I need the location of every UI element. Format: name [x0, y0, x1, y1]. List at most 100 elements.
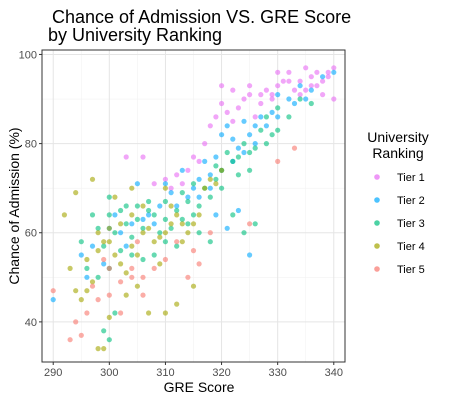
data-point [101, 256, 107, 263]
data-point [129, 221, 135, 227]
legend-label: Tier 5 [397, 264, 425, 276]
data-point [190, 212, 197, 218]
data-point [213, 212, 219, 218]
data-point [140, 216, 146, 222]
legend: Tier 1 Tier 2 Tier 3 Tier 4 Tier 5 [374, 172, 425, 276]
data-point [263, 123, 269, 129]
data-point [207, 239, 213, 245]
data-point [174, 203, 180, 209]
legend-item-tier-5: Tier 5 [374, 264, 425, 276]
data-point [247, 92, 253, 98]
data-point [95, 297, 101, 303]
data-point [190, 283, 197, 289]
data-point [118, 248, 124, 254]
data-point [118, 230, 124, 236]
data-point [185, 230, 191, 236]
data-point [134, 216, 140, 222]
data-point [146, 207, 152, 214]
data-point [297, 92, 303, 98]
data-point [157, 203, 163, 209]
data-point [129, 185, 135, 191]
data-point [286, 78, 292, 84]
legend-key [374, 243, 380, 249]
data-point [106, 212, 112, 218]
data-point [101, 239, 107, 245]
legend-item-tier-1: Tier 1 [374, 172, 425, 184]
data-point [129, 274, 135, 280]
data-point [157, 261, 163, 267]
data-point [89, 176, 96, 182]
legend-label: Tier 3 [397, 218, 425, 230]
data-point [106, 265, 112, 271]
data-point [140, 225, 146, 231]
data-point [106, 292, 112, 298]
data-point [151, 252, 157, 258]
data-point [252, 141, 258, 147]
legend-title-line-1: University [367, 129, 428, 145]
data-point [230, 118, 236, 124]
data-point [162, 216, 168, 222]
data-point [179, 181, 185, 187]
data-point [247, 167, 253, 173]
data-point [224, 149, 230, 156]
data-point [235, 172, 241, 178]
data-point [297, 96, 303, 102]
data-point [241, 230, 247, 236]
data-point [235, 105, 241, 111]
x-tick-label: 320 [212, 367, 230, 379]
data-point [185, 221, 191, 227]
data-point [224, 123, 230, 129]
legend-label: Tier 2 [397, 195, 425, 207]
data-point [162, 239, 168, 245]
data-point [140, 292, 146, 298]
data-point [61, 212, 67, 218]
data-point [247, 221, 253, 227]
data-point [78, 252, 84, 258]
data-point [247, 83, 253, 89]
data-point [134, 203, 140, 209]
data-point [230, 136, 236, 142]
data-point [84, 265, 90, 271]
data-point [162, 185, 168, 191]
data-point [174, 243, 180, 249]
data-point [101, 243, 107, 249]
plot-border [41, 49, 346, 363]
data-point [219, 83, 225, 89]
legend-key [374, 197, 380, 203]
data-point [84, 310, 90, 316]
data-point [140, 274, 146, 280]
data-point [151, 265, 157, 271]
data-point [303, 65, 309, 71]
data-point [157, 230, 163, 236]
data-point [162, 181, 168, 187]
data-point [230, 158, 236, 164]
data-point [202, 141, 208, 147]
data-point [106, 225, 112, 231]
data-point [151, 239, 157, 245]
data-point [179, 190, 185, 196]
data-point [123, 243, 129, 249]
data-point [168, 190, 174, 196]
data-point [235, 207, 241, 214]
data-point [263, 114, 269, 120]
data-point [190, 185, 197, 191]
data-point [95, 248, 101, 254]
data-point [106, 337, 112, 343]
data-point [308, 74, 314, 80]
data-point [235, 154, 241, 160]
data-point [118, 261, 124, 267]
data-point [213, 114, 219, 120]
data-point [219, 167, 225, 173]
data-point [196, 176, 202, 182]
data-point [50, 297, 56, 303]
data-point [190, 181, 197, 187]
data-point [263, 141, 269, 147]
data-point [89, 212, 96, 218]
data-point [320, 74, 326, 80]
data-point [73, 190, 79, 196]
data-point [247, 252, 253, 258]
legend-item-tier-2: Tier 2 [374, 195, 425, 207]
data-point [331, 69, 337, 75]
data-point [303, 87, 309, 93]
